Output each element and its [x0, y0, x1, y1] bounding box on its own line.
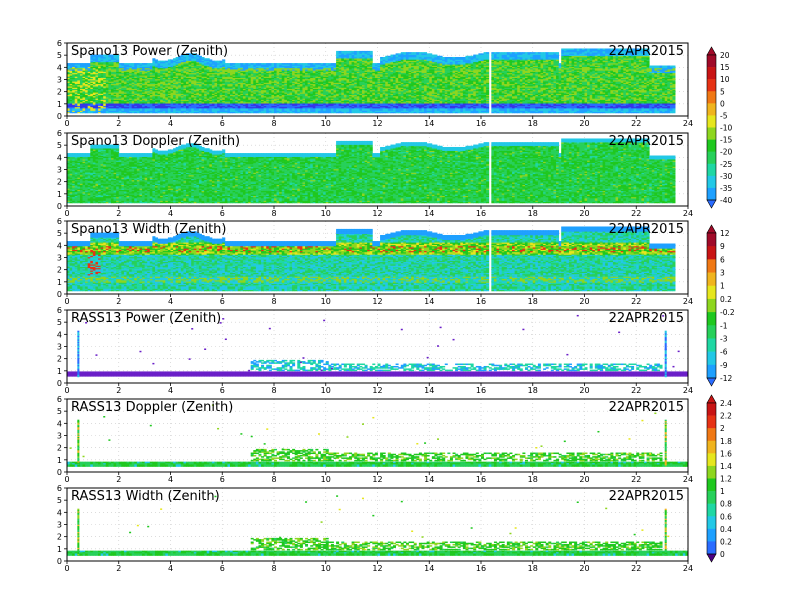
heatmap-cell [85, 63, 88, 65]
heatmap-cell [72, 63, 75, 65]
heatmap-cell [70, 63, 73, 65]
heatmap-cell [77, 63, 80, 65]
figure: 0123456024681012141618202224Spano13 Powe… [0, 0, 792, 612]
figure-svg: 0123456024681012141618202224Spano13 Powe… [0, 0, 792, 612]
heatmap-cell [83, 63, 86, 65]
heatmap-cell [80, 63, 83, 65]
heatmap-cell [88, 63, 91, 65]
heatmap-cell [75, 63, 78, 65]
